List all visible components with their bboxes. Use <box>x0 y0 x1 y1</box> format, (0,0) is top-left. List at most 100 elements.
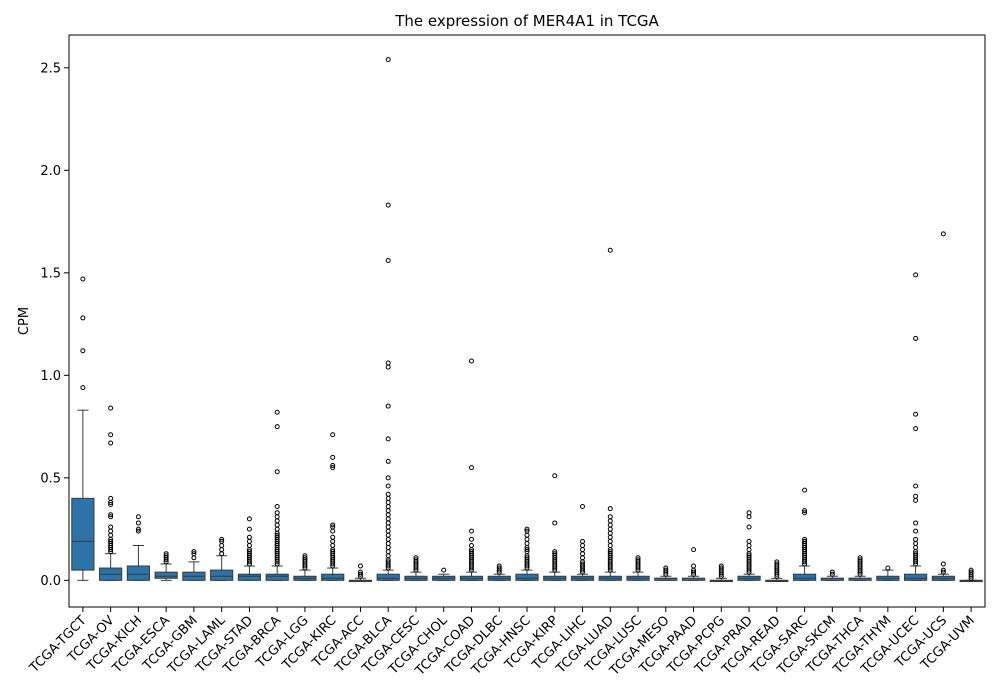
outlier-point <box>774 559 780 565</box>
box-tcga-uvm <box>959 567 983 583</box>
outlier-point <box>913 497 919 503</box>
outlier-point <box>913 551 919 557</box>
outlier-point <box>552 549 558 555</box>
outlier-point <box>913 272 919 278</box>
outlier-point <box>191 551 197 557</box>
outlier-point <box>330 522 336 528</box>
outlier-point <box>607 549 613 555</box>
outlier-point <box>385 258 391 264</box>
outlier-point <box>524 547 530 553</box>
outlier-point <box>108 495 114 501</box>
outlier-point <box>607 247 613 253</box>
outlier-point <box>108 532 114 538</box>
outlier-point <box>913 520 919 526</box>
outlier-point <box>357 563 363 569</box>
outlier-point <box>607 542 613 548</box>
box-tcga-acc <box>348 563 373 583</box>
iqr-box <box>237 573 262 581</box>
outlier-point <box>246 534 252 540</box>
iqr-box <box>154 571 178 579</box>
iqr-box <box>71 497 95 571</box>
chart-title: The expression of MER4A1 in TCGA <box>394 12 659 30</box>
outlier-point <box>163 551 169 557</box>
outlier-point <box>413 557 419 563</box>
box-tcga-chol <box>432 567 456 581</box>
outlier-point <box>691 563 697 569</box>
box-tcga-paad <box>681 547 706 581</box>
outlier-point <box>108 538 114 544</box>
outlier-point <box>385 458 391 464</box>
box-tcga-blca <box>376 57 400 581</box>
outlier-point <box>524 528 530 534</box>
outlier-point <box>746 542 752 548</box>
outlier-point <box>802 538 808 544</box>
outlier-point <box>385 559 391 565</box>
outlier-point <box>357 571 363 577</box>
outlier-point <box>330 524 336 530</box>
outlier-point <box>468 528 474 534</box>
box-tcga-lusc <box>626 555 650 581</box>
outlier-point <box>108 501 114 507</box>
outlier-point <box>80 385 86 391</box>
outlier-point <box>330 465 336 471</box>
outlier-point <box>913 536 919 542</box>
outlier-point <box>302 555 308 561</box>
outlier-point <box>191 555 197 561</box>
outlier-point <box>246 526 252 532</box>
outlier-point <box>774 561 780 567</box>
outlier-point <box>385 553 391 559</box>
outlier-point <box>746 547 752 553</box>
outlier-point <box>302 553 308 559</box>
box-tcga-thca <box>848 555 872 581</box>
outlier-point <box>524 532 530 538</box>
outlier-point <box>274 532 280 538</box>
box-tcga-skcm <box>820 569 844 581</box>
box-tcga-kirp <box>543 473 567 581</box>
box-tcga-thym <box>876 565 900 581</box>
outlier-point <box>468 542 474 548</box>
outlier-point <box>219 542 225 548</box>
box-tcga-hnsc <box>515 526 539 581</box>
outlier-point <box>385 532 391 538</box>
outlier-point <box>274 510 280 516</box>
box-tcga-lgg <box>293 553 317 581</box>
box-tcga-gbm <box>182 549 206 581</box>
outlier-point <box>468 465 474 471</box>
outlier-point <box>552 551 558 557</box>
outlier-point <box>246 516 252 522</box>
outlier-point <box>163 553 169 559</box>
outlier-point <box>913 483 919 489</box>
outlier-point <box>746 524 752 530</box>
outlier-point <box>108 524 114 530</box>
box-tcga-luad <box>598 247 622 581</box>
outlier-point <box>913 493 919 499</box>
iqr-box <box>265 573 289 581</box>
outlier-point <box>635 557 641 563</box>
outlier-point <box>135 528 141 534</box>
outlier-point <box>274 504 280 510</box>
outlier-point <box>552 473 558 479</box>
outlier-point <box>385 536 391 542</box>
outlier-point <box>246 549 252 555</box>
y-tick-label: 1.0 <box>40 369 61 384</box>
outlier-point <box>524 555 530 561</box>
outlier-point <box>552 520 558 526</box>
outlier-point <box>468 549 474 555</box>
outlier-point <box>385 520 391 526</box>
outlier-point <box>524 536 530 542</box>
outlier-point <box>385 360 391 366</box>
outlier-point <box>330 432 336 438</box>
outlier-point <box>385 57 391 63</box>
outlier-point <box>135 514 141 520</box>
box-tcga-coad <box>459 358 484 581</box>
outlier-point <box>913 528 919 534</box>
box-tcga-brca <box>265 409 289 581</box>
outlier-point <box>274 409 280 415</box>
outlier-point <box>246 542 252 548</box>
outlier-point <box>691 569 697 575</box>
outlier-point <box>580 538 586 544</box>
box-tcga-pcpg <box>709 563 733 583</box>
outlier-point <box>940 567 946 573</box>
